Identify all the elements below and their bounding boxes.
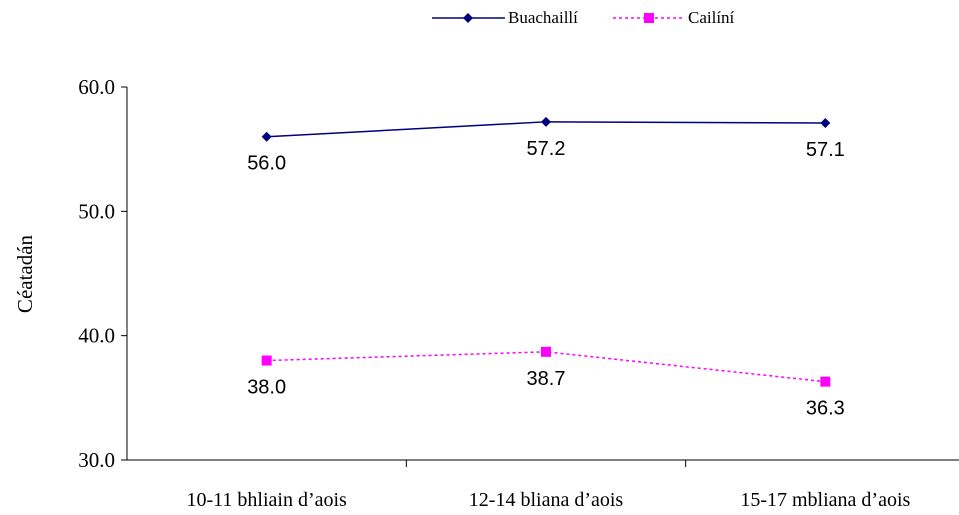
y-axis-title: Céatadán xyxy=(13,234,37,313)
series-layer: 56.0 57.2 57.1 38.0 38.7 36.3 xyxy=(247,116,845,420)
data-point xyxy=(820,376,831,387)
data-label: 36.3 xyxy=(806,398,845,420)
legend-label-buachailli: Buachaillí xyxy=(508,8,578,27)
legend-marker-diamond-icon xyxy=(463,13,473,23)
legend-marker-square-icon xyxy=(644,13,654,23)
x-ticks: 10-11 bhliain d’aois 12-14 bliana d’aois 1… xyxy=(186,460,911,511)
x-tick-label: 12-14 bliana d’aois xyxy=(469,489,624,511)
y-tick-label: 60.0 xyxy=(78,75,115,99)
y-tick-label: 50.0 xyxy=(78,199,115,223)
legend-item-buachailli: Buachaillí xyxy=(432,8,578,27)
data-point xyxy=(261,131,272,142)
data-point xyxy=(261,355,272,366)
data-point xyxy=(541,116,551,127)
legend-label-cailini: Cailíní xyxy=(688,8,735,27)
data-label: 38.7 xyxy=(527,368,566,390)
x-tick-label: 15-17 mbliana d’aois xyxy=(740,489,910,511)
data-label: 57.1 xyxy=(806,139,845,161)
data-point xyxy=(541,346,551,357)
x-tick-label: 10-11 bhliain d’aois xyxy=(186,489,347,511)
legend: Buachaillí Cailíní xyxy=(432,8,735,27)
data-label: 56.0 xyxy=(247,153,286,175)
y-ticks: 30.0 40.0 50.0 60.0 xyxy=(78,75,127,472)
data-point xyxy=(820,118,831,129)
y-tick-label: 40.0 xyxy=(78,324,115,348)
y-tick-label: 30.0 xyxy=(78,448,115,472)
data-label: 38.0 xyxy=(247,377,286,399)
data-label: 57.2 xyxy=(527,138,566,160)
legend-item-cailini: Cailíní xyxy=(613,8,735,27)
